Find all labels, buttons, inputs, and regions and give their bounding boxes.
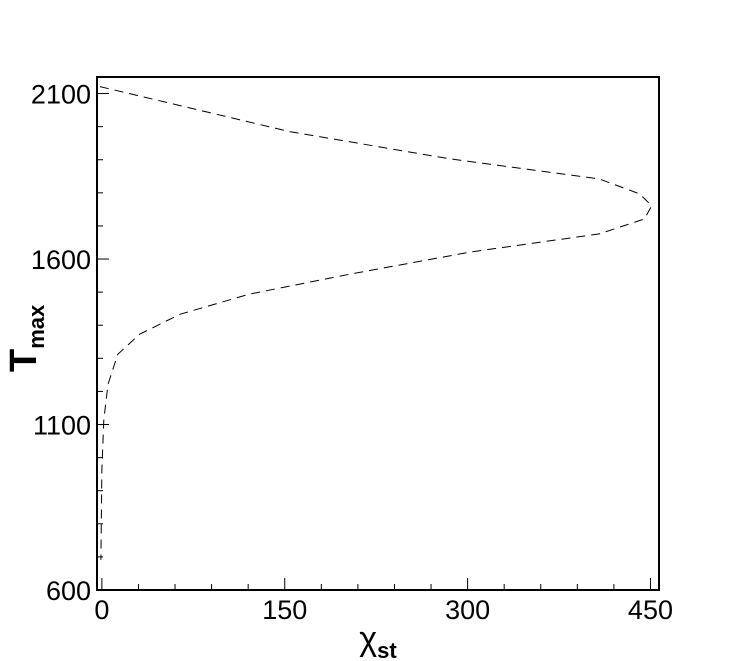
y-axis-title: Tmax xyxy=(3,304,49,372)
x-tick-label: 0 xyxy=(94,595,109,625)
x-title-sub: st xyxy=(377,638,397,661)
x-tick-label: 150 xyxy=(262,595,307,625)
y-tick-label: 600 xyxy=(46,576,91,606)
x-tick-label: 450 xyxy=(628,595,673,625)
x-axis-title: χst xyxy=(359,620,397,661)
y-title-main: T xyxy=(3,349,45,372)
y-tick-label: 1100 xyxy=(33,411,91,441)
y-tick-label: 1600 xyxy=(31,245,91,275)
y-tick-label: 2100 xyxy=(31,80,91,110)
y-title-sub: max xyxy=(24,304,49,349)
x-tick-label: 300 xyxy=(445,595,490,625)
x-title-main: χ xyxy=(359,620,377,658)
data-line xyxy=(99,86,653,560)
plot-frame xyxy=(96,76,660,591)
